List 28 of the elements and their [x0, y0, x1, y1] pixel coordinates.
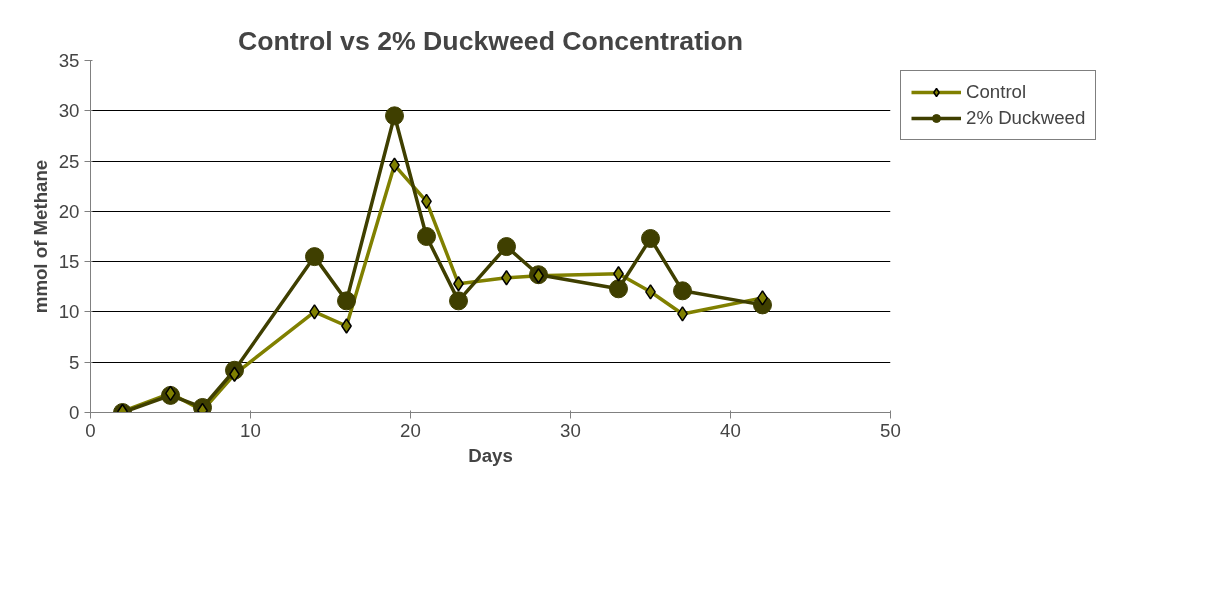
point	[337, 291, 356, 311]
point	[449, 291, 468, 311]
x-tick-label: 50	[880, 419, 901, 441]
y-tick-label: 5	[69, 351, 80, 373]
x-tick-label: 10	[240, 419, 261, 441]
x-tick-label: 30	[560, 419, 581, 441]
chart-title: Control vs 2% Duckweed Concentration	[237, 25, 744, 56]
point	[417, 227, 436, 246]
point	[641, 229, 660, 248]
y-axis-title: mmol of Methane	[29, 159, 51, 314]
y-tick-label: 30	[58, 100, 80, 122]
y-tick-label: 15	[58, 251, 80, 273]
point	[497, 237, 516, 257]
legend-label: 2% Duckweed	[966, 107, 1086, 129]
y-tick-label: 25	[58, 150, 80, 172]
point	[673, 281, 692, 301]
y-tick-label: 35	[58, 50, 80, 71]
x-tick-label: 40	[720, 419, 741, 441]
y-tick-label: 0	[69, 402, 80, 423]
point	[385, 106, 404, 126]
x-axis-title: Days	[468, 444, 513, 466]
point	[305, 247, 324, 267]
x-tick-label: 0	[85, 419, 96, 441]
x-tick-label: 20	[400, 419, 421, 441]
point	[609, 279, 628, 299]
legend-label: Control	[966, 81, 1027, 103]
y-tick-label: 10	[58, 301, 80, 323]
y-tick-label: 20	[58, 200, 80, 222]
